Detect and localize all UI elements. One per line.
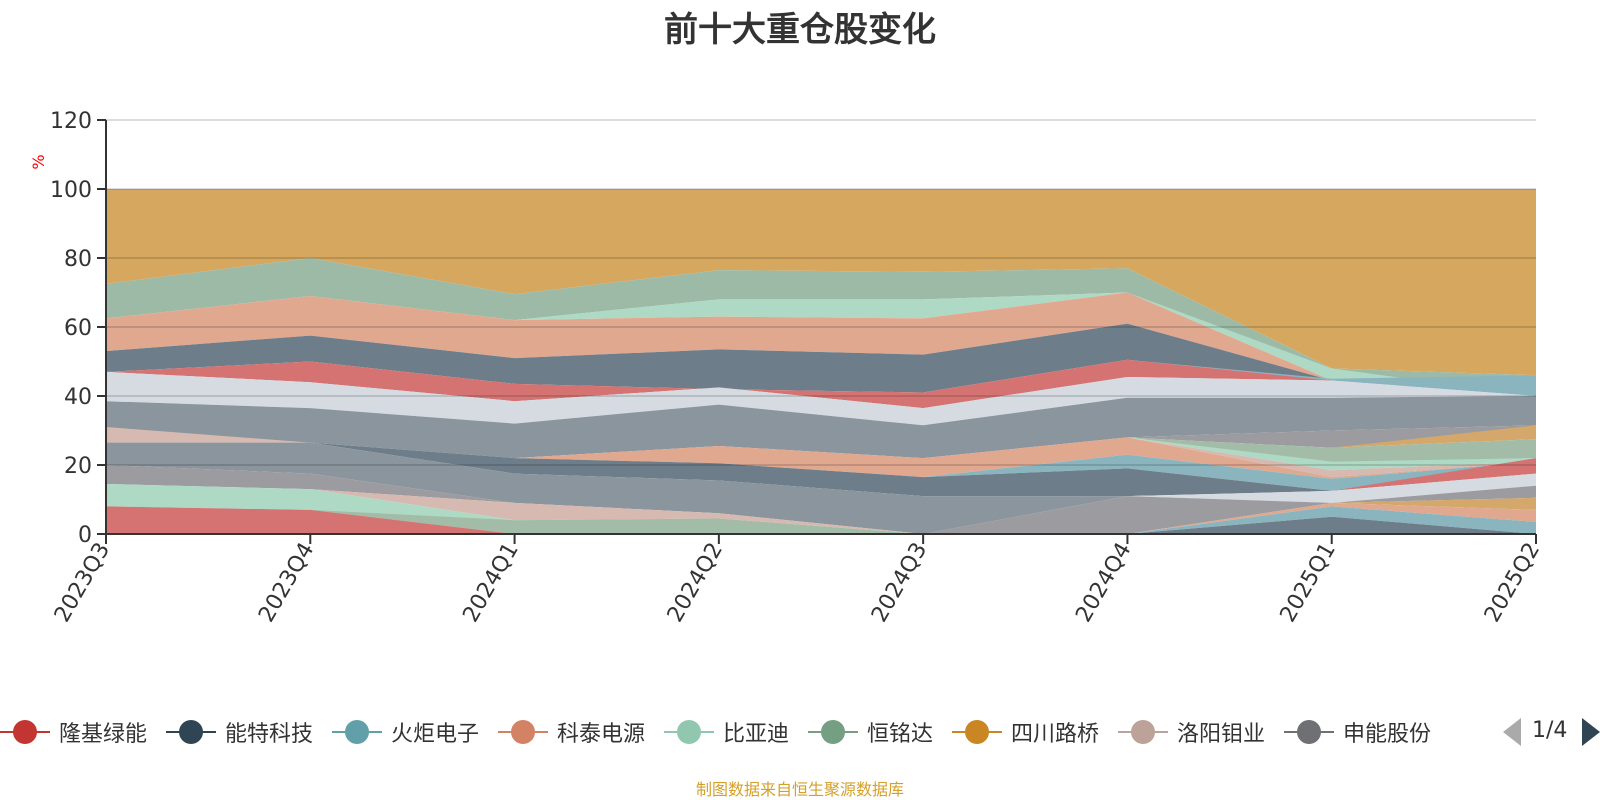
legend-dot-marker [13, 720, 37, 744]
y-tick-label-100: 100 [50, 178, 92, 203]
legend-dot-marker [345, 720, 369, 744]
area-band-28 [106, 506, 1536, 534]
source-note: 制图数据来自恒生聚源数据库 [695, 780, 904, 799]
area-band-14 [106, 437, 1536, 479]
chart-plot: 0 20 40 60 80 100 120 2023Q3 2023Q4 2024Q1 2024Q2 2… [29, 109, 1545, 627]
area-band-19 [106, 442, 1536, 534]
y-tick-label-60: 60 [64, 316, 92, 341]
x-tick-label-2025Q1: 2025Q1 [1276, 539, 1341, 627]
legend-label: 能特科技 [225, 722, 314, 747]
y-axis-label: % [29, 154, 48, 169]
area-bands [106, 189, 1536, 534]
legend-dot-marker [821, 720, 845, 744]
area-band-0 [106, 189, 1536, 376]
y-tick-label-0: 0 [78, 523, 92, 548]
grid-lines [106, 119, 1536, 466]
legend-items: 隆基绿能 能特科技 火炬电子 科泰电源 比亚迪 恒铭达 四川路桥 洛阳钼业 申能股份 [0, 712, 1482, 752]
area-band-9 [106, 425, 1536, 459]
area-band-2 [106, 292, 1536, 396]
y-tick-label-120: 120 [50, 109, 92, 134]
legend-dot-marker [511, 720, 535, 744]
legend-dot-marker [677, 720, 701, 744]
x-tick-label-2024Q1: 2024Q1 [458, 539, 523, 627]
area-band-18 [106, 442, 1536, 503]
area-band-4 [106, 323, 1536, 396]
x-tick-label-2025Q2: 2025Q2 [1480, 539, 1545, 627]
area-band-20 [106, 465, 1536, 534]
legend-next-page-button[interactable] [1582, 718, 1600, 746]
legend-label: 科泰电源 [557, 722, 646, 747]
x-tick-label-2023Q4: 2023Q4 [254, 539, 319, 627]
legend-dot-marker [179, 720, 203, 744]
legend-label: 四川路桥 [1011, 722, 1100, 747]
chart-title: 前十大重仓股变化 [664, 10, 936, 50]
x-tick-label-2024Q2: 2024Q2 [663, 539, 728, 627]
area-band-6 [106, 359, 1536, 409]
legend-pager: 1/4 [1500, 712, 1600, 752]
y-tick-label-40: 40 [64, 385, 92, 410]
area-band-1 [106, 258, 1536, 386]
y-tick-label-80: 80 [64, 247, 92, 272]
legend-dot-marker [1131, 720, 1155, 744]
legend-page-indicator: 1/4 [1532, 718, 1568, 743]
y-tick-label-20: 20 [64, 454, 92, 479]
area-band-17 [106, 442, 1536, 497]
legend-prev-page-button[interactable] [1503, 718, 1521, 746]
x-tick-label-2024Q4: 2024Q4 [1071, 539, 1136, 627]
legend-label: 申能股份 [1343, 722, 1432, 747]
x-tick-label-2023Q3: 2023Q3 [50, 539, 115, 627]
legend-label: 火炬电子 [391, 722, 480, 747]
legend-label: 隆基绿能 [59, 722, 148, 747]
legend: 隆基绿能 能特科技 火炬电子 科泰电源 比亚迪 恒铭达 四川路桥 洛阳钼业 申能股份 1/4 [0, 712, 1600, 752]
legend-label: 恒铭达 [867, 722, 934, 747]
legend-label: 比亚迪 [723, 722, 790, 747]
area-band-8 [106, 396, 1536, 459]
area-band-26 [106, 506, 1536, 534]
area-band-27 [106, 506, 1536, 534]
area-band-25 [106, 506, 1536, 534]
area-band-3 [106, 292, 1536, 396]
legend-dot-marker [965, 720, 989, 744]
legend-dot-marker [1297, 720, 1321, 744]
legend-label: 洛阳钼业 [1177, 722, 1266, 747]
area-band-13 [106, 427, 1536, 478]
area-band-12 [106, 437, 1536, 471]
x-tick-label-2024Q3: 2024Q3 [867, 539, 932, 627]
area-band-21 [106, 484, 1536, 534]
area-band-7 [106, 371, 1536, 426]
